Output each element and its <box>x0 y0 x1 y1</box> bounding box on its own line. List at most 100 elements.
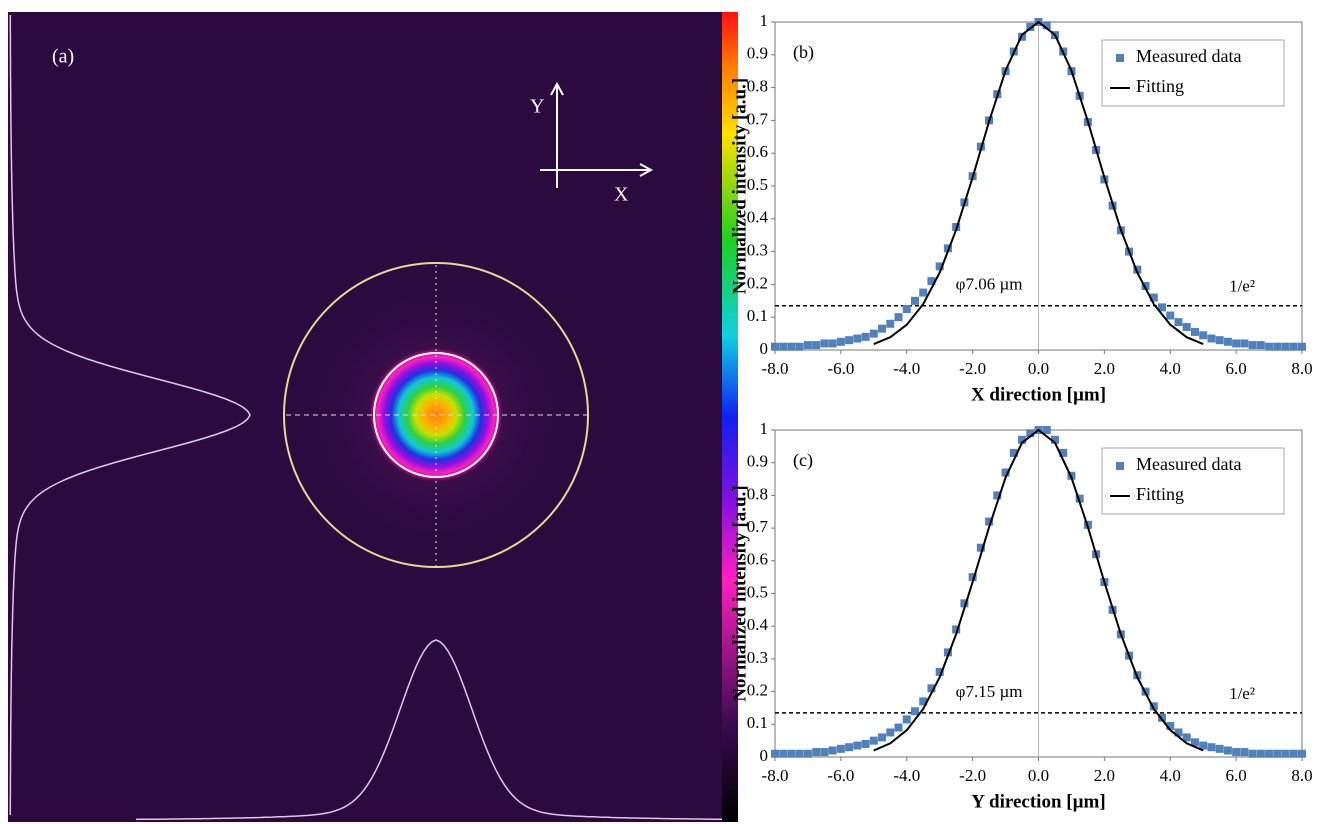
data-point <box>1265 343 1273 351</box>
data-point <box>1298 750 1306 758</box>
data-point <box>1166 312 1174 320</box>
legend-label: Measured data <box>1136 46 1241 66</box>
data-point <box>911 707 919 715</box>
data-point <box>911 297 919 305</box>
x-tick-label: 6.0 <box>1226 359 1247 378</box>
data-point <box>845 743 853 751</box>
data-point <box>787 750 795 758</box>
data-point <box>804 750 812 758</box>
data-point <box>837 338 845 346</box>
threshold-label: 1/e² <box>1229 277 1255 296</box>
y-tick-label: 0.1 <box>747 306 768 325</box>
diameter-label: φ7.06 µm <box>956 275 1023 294</box>
data-point <box>1240 748 1248 756</box>
data-point <box>779 343 787 351</box>
x-tick-label: 0.0 <box>1028 766 1049 785</box>
x-tick-label: 8.0 <box>1291 359 1312 378</box>
data-point <box>771 343 779 351</box>
data-point <box>829 746 837 754</box>
data-point <box>1207 743 1215 751</box>
data-point <box>1249 750 1257 758</box>
x-tick-label: 2.0 <box>1094 766 1115 785</box>
data-point <box>787 343 795 351</box>
data-point <box>812 748 820 756</box>
page: (a) Y X 00.10.20.30.40.50.60.70.80.91-8.… <box>0 0 1318 824</box>
data-point <box>1043 426 1051 434</box>
x-axis-label: Y direction [µm] <box>971 791 1105 812</box>
legend-marker <box>1116 462 1124 470</box>
data-point <box>878 733 886 741</box>
data-point <box>895 724 903 732</box>
y-tick-label: 1 <box>760 11 769 30</box>
figure: (a) Y X 00.10.20.30.40.50.60.70.80.91-8.… <box>0 0 1318 824</box>
data-point <box>804 341 812 349</box>
data-point <box>845 336 853 344</box>
panel-label: (c) <box>793 450 813 471</box>
panel-label: (a) <box>52 46 74 68</box>
data-point <box>1207 335 1215 343</box>
x-tick-label: 6.0 <box>1226 766 1247 785</box>
data-point <box>779 750 787 758</box>
x-tick-label: 2.0 <box>1094 359 1115 378</box>
y-tick-label: 0.9 <box>747 44 768 63</box>
data-point <box>820 748 828 756</box>
data-point <box>1240 339 1248 347</box>
y-tick-label: 0.9 <box>747 452 768 471</box>
legend-label: Fitting <box>1136 76 1184 96</box>
x-axis-label: X direction [µm] <box>971 384 1106 405</box>
data-point <box>1216 745 1224 753</box>
data-point <box>820 339 828 347</box>
x-tick-label: -6.0 <box>827 766 854 785</box>
data-point <box>903 715 911 723</box>
data-point <box>1298 343 1306 351</box>
data-point <box>1282 343 1290 351</box>
data-point <box>903 305 911 313</box>
axis-x-label: X <box>614 184 629 206</box>
x-tick-label: 4.0 <box>1160 359 1181 378</box>
data-point <box>853 742 861 750</box>
y-axis-label: Normalized intensity [a.u.] <box>729 485 750 701</box>
data-point <box>1273 750 1281 758</box>
x-tick-label: -2.0 <box>959 766 986 785</box>
data-point <box>1282 750 1290 758</box>
threshold-label: 1/e² <box>1229 684 1255 703</box>
data-point <box>870 330 878 338</box>
data-point <box>1224 338 1232 346</box>
data-point <box>1290 750 1298 758</box>
data-point <box>1257 341 1265 349</box>
y-tick-label: 0 <box>760 746 769 765</box>
x-tick-label: 0.0 <box>1028 359 1049 378</box>
y-tick-label: 1 <box>760 419 769 438</box>
data-point <box>878 325 886 333</box>
data-point <box>812 341 820 349</box>
x-tick-label: -2.0 <box>959 359 986 378</box>
data-point <box>1257 750 1265 758</box>
data-point <box>895 313 903 321</box>
diameter-label: φ7.15 µm <box>956 682 1023 701</box>
data-point <box>1232 339 1240 347</box>
panel-label: (b) <box>793 42 814 63</box>
x-tick-label: 8.0 <box>1291 766 1312 785</box>
data-point <box>870 737 878 745</box>
x-tick-label: -4.0 <box>893 766 920 785</box>
x-tick-label: -8.0 <box>762 359 789 378</box>
data-point <box>1224 746 1232 754</box>
data-point <box>919 289 927 297</box>
data-point <box>796 750 804 758</box>
x-tick-label: -6.0 <box>827 359 854 378</box>
data-point <box>1273 343 1281 351</box>
data-point <box>853 335 861 343</box>
data-point <box>1216 336 1224 344</box>
data-point <box>1191 328 1199 336</box>
data-point <box>1174 318 1182 326</box>
data-point <box>862 333 870 341</box>
data-point <box>862 740 870 748</box>
x-tick-label: -4.0 <box>893 359 920 378</box>
data-point <box>829 339 837 347</box>
axis-y-label: Y <box>530 96 544 118</box>
y-tick-label: 0 <box>760 339 769 358</box>
data-point <box>837 745 845 753</box>
legend-label: Measured data <box>1136 454 1241 474</box>
y-tick-label: 0.1 <box>747 713 768 732</box>
y-axis-label: Normalized intensity [a.u.] <box>729 78 750 294</box>
